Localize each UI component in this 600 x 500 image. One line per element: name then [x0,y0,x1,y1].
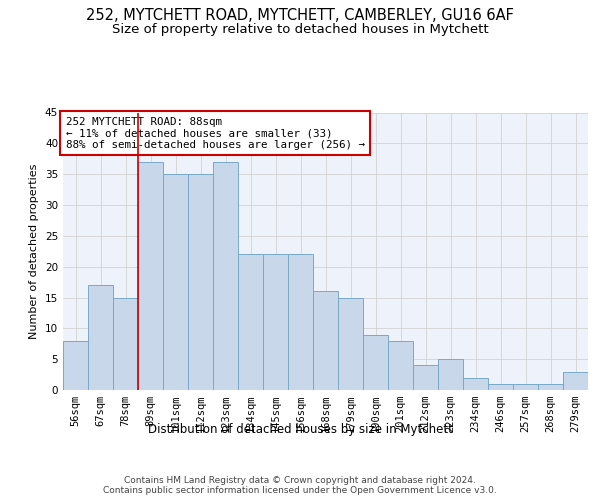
Text: Distribution of detached houses by size in Mytchett: Distribution of detached houses by size … [148,422,452,436]
Bar [513,384,538,390]
Bar [413,366,438,390]
Bar [138,162,163,390]
Text: Size of property relative to detached houses in Mytchett: Size of property relative to detached ho… [112,22,488,36]
Bar [113,298,138,390]
Bar [363,334,388,390]
Text: Contains HM Land Registry data © Crown copyright and database right 2024.
Contai: Contains HM Land Registry data © Crown c… [103,476,497,495]
Text: 252, MYTCHETT ROAD, MYTCHETT, CAMBERLEY, GU16 6AF: 252, MYTCHETT ROAD, MYTCHETT, CAMBERLEY,… [86,8,514,22]
Bar [63,340,88,390]
Bar [488,384,513,390]
Bar [338,298,363,390]
Bar [463,378,488,390]
Text: 252 MYTCHETT ROAD: 88sqm
← 11% of detached houses are smaller (33)
88% of semi-d: 252 MYTCHETT ROAD: 88sqm ← 11% of detach… [65,116,365,150]
Bar [88,285,113,390]
Y-axis label: Number of detached properties: Number of detached properties [29,164,40,339]
Bar [238,254,263,390]
Bar [388,340,413,390]
Bar [538,384,563,390]
Bar [188,174,213,390]
Bar [438,359,463,390]
Bar [288,254,313,390]
Bar [563,372,588,390]
Bar [313,292,338,390]
Bar [263,254,288,390]
Bar [213,162,238,390]
Bar [163,174,188,390]
